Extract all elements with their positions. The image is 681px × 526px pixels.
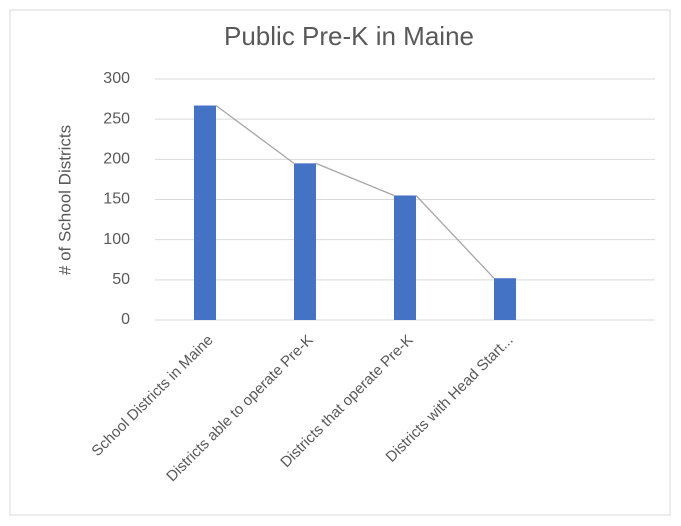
y-tick-label: 200 bbox=[103, 151, 130, 168]
bar bbox=[294, 163, 316, 320]
y-tick-label: 0 bbox=[121, 311, 130, 328]
bar bbox=[194, 105, 216, 320]
y-tick-label: 50 bbox=[112, 271, 130, 288]
y-axis-title: # of School Districts bbox=[55, 125, 74, 275]
chart-frame bbox=[9, 9, 671, 516]
bar bbox=[394, 195, 416, 320]
y-tick-label: 150 bbox=[103, 191, 130, 208]
y-tick-label: 100 bbox=[103, 231, 130, 248]
bar bbox=[494, 278, 516, 320]
series-line bbox=[415, 195, 495, 279]
chart-title: Public Pre-K in Maine bbox=[224, 21, 474, 51]
series-line bbox=[315, 162, 395, 197]
series-line bbox=[215, 104, 295, 164]
y-tick-label: 300 bbox=[103, 70, 130, 87]
y-tick-label: 250 bbox=[103, 110, 130, 127]
